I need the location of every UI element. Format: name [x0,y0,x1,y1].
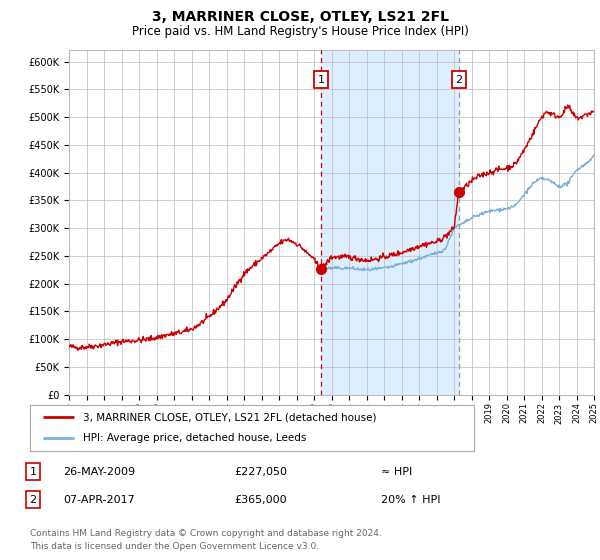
Text: Contains HM Land Registry data © Crown copyright and database right 2024.
This d: Contains HM Land Registry data © Crown c… [30,529,382,550]
Text: 2: 2 [455,74,462,85]
Text: HPI: Average price, detached house, Leeds: HPI: Average price, detached house, Leed… [83,433,307,444]
Text: 2: 2 [29,494,37,505]
Text: 1: 1 [317,74,325,85]
Text: 3, MARRINER CLOSE, OTLEY, LS21 2FL (detached house): 3, MARRINER CLOSE, OTLEY, LS21 2FL (deta… [83,412,377,422]
Text: 1: 1 [29,466,37,477]
Bar [321,50,459,395]
Text: Price paid vs. HM Land Registry's House Price Index (HPI): Price paid vs. HM Land Registry's House … [131,25,469,38]
Text: £365,000: £365,000 [234,494,287,505]
Text: 26-MAY-2009: 26-MAY-2009 [63,466,135,477]
Text: 07-APR-2017: 07-APR-2017 [63,494,135,505]
Text: 20% ↑ HPI: 20% ↑ HPI [381,494,440,505]
Text: ≈ HPI: ≈ HPI [381,466,412,477]
Text: 3, MARRINER CLOSE, OTLEY, LS21 2FL: 3, MARRINER CLOSE, OTLEY, LS21 2FL [151,10,449,24]
Text: £227,050: £227,050 [234,466,287,477]
